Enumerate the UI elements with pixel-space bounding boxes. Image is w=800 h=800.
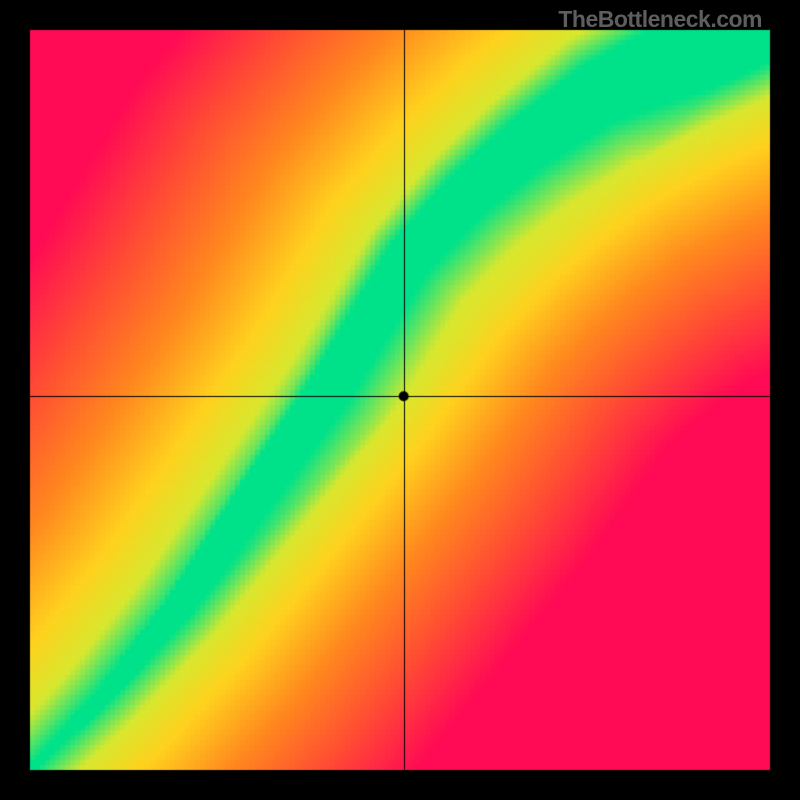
watermark-text: TheBottleneck.com xyxy=(558,6,762,33)
heatmap-canvas xyxy=(0,0,800,800)
chart-container: TheBottleneck.com xyxy=(0,0,800,800)
